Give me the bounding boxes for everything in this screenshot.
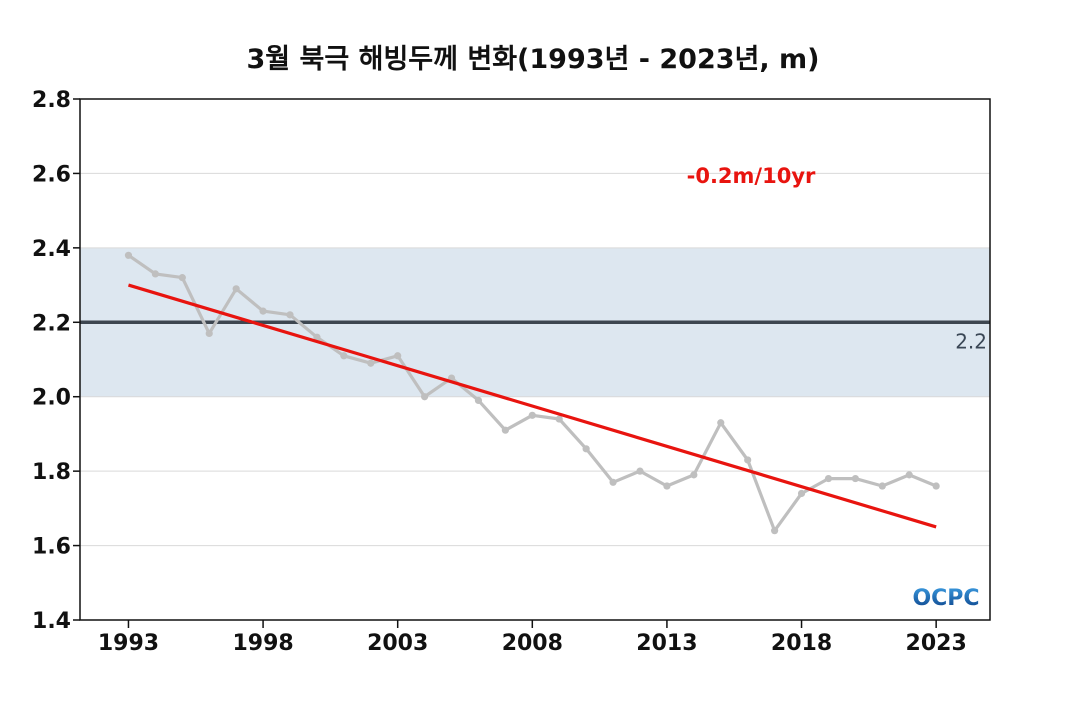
data-point-2008 <box>528 411 536 419</box>
data-point-2012 <box>636 467 644 475</box>
data-point-2002 <box>367 359 375 367</box>
data-point-2003 <box>394 352 402 360</box>
x-tick-label-2003: 2003 <box>367 631 428 656</box>
trend-label: -0.2m/10yr <box>687 164 816 188</box>
x-tick-label-2008: 2008 <box>502 631 563 656</box>
y-tick-label-2.4: 2.4 <box>32 237 71 262</box>
data-point-2017 <box>771 527 779 535</box>
x-tick-label-1993: 1993 <box>98 631 159 656</box>
series-group <box>124 251 940 535</box>
data-point-1993 <box>124 251 133 259</box>
data-point-1994 <box>151 270 159 278</box>
data-point-1997 <box>232 285 240 293</box>
data-point-2014 <box>690 471 698 479</box>
data-point-1999 <box>286 311 294 319</box>
data-point-2000 <box>313 333 321 341</box>
plot-frame <box>79 98 991 621</box>
data-point-2023 <box>932 482 940 490</box>
ocpc-logo: OCPC <box>912 586 979 611</box>
data-point-2009 <box>555 415 563 423</box>
data-point-2011 <box>609 478 617 486</box>
data-point-2004 <box>421 393 429 401</box>
data-point-2015 <box>717 419 725 427</box>
reference-line-label: 2.2 <box>955 329 987 353</box>
data-point-2019 <box>824 474 833 483</box>
data-point-2001 <box>340 352 348 360</box>
logo-text: OCPC <box>912 586 979 611</box>
x-tick-label-2018: 2018 <box>771 631 832 656</box>
x-tick-label-2023: 2023 <box>906 631 967 656</box>
y-tick-label-1.8: 1.8 <box>32 460 71 485</box>
y-tick-label-1.4: 1.4 <box>32 609 71 634</box>
y-tick-label-2.2: 2.2 <box>32 311 71 336</box>
data-point-2006 <box>474 396 483 405</box>
y-tick-label-2.0: 2.0 <box>32 386 71 411</box>
data-point-1998 <box>259 307 267 315</box>
trend-line <box>128 283 937 529</box>
data-point-2020 <box>851 474 859 483</box>
y-tick-label-1.6: 1.6 <box>32 535 71 560</box>
x-tick-label-1998: 1998 <box>232 631 293 656</box>
data-point-2010 <box>582 445 590 453</box>
data-point-1996 <box>205 329 213 338</box>
x-axis-ticks: 1993 1998 2003 2008 2013 2018 2023 <box>98 620 967 656</box>
data-point-1995 <box>178 274 186 282</box>
data-point-2022 <box>905 471 913 479</box>
data-point-2013 <box>663 482 671 490</box>
data-point-2021 <box>878 482 886 490</box>
data-point-2018 <box>797 489 806 498</box>
y-tick-label-2.8: 2.8 <box>32 88 71 113</box>
data-point-2016 <box>744 456 752 464</box>
chart-title: 3월 북극 해빙두께 변화(1993년 - 2023년, m) <box>247 44 820 75</box>
y-axis-ticks: 1.4 1.6 1.8 2.0 2.2 2.4 2.6 2.8 <box>32 88 80 634</box>
data-point-2007 <box>501 426 509 434</box>
y-tick-label-2.6: 2.6 <box>32 162 71 187</box>
x-tick-label-2013: 2013 <box>636 631 697 656</box>
